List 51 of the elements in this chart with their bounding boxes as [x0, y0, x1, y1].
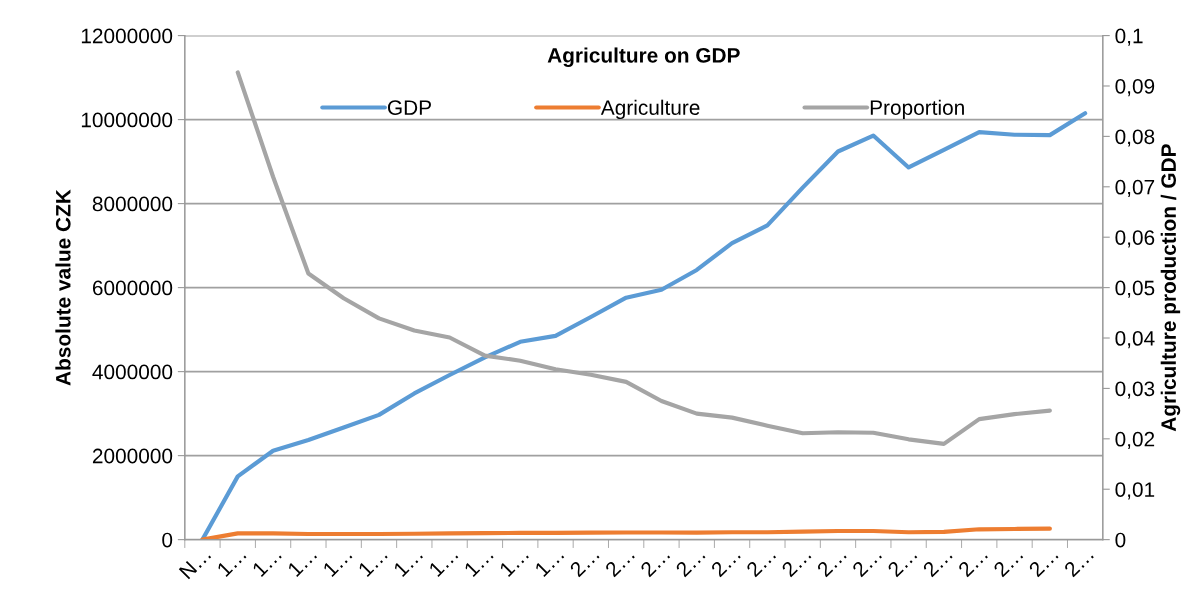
- x-tick-label: 1…: [287, 547, 318, 577]
- x-tick-label: 1…: [322, 547, 353, 577]
- x-tick-label: 1…: [251, 547, 282, 577]
- x-tick-label: 2…: [639, 546, 671, 578]
- y2-tick-label: 0,04: [1115, 331, 1155, 349]
- y2-axis-title: Agriculture production / GDP: [1160, 144, 1181, 432]
- x-tick-label: 2…: [886, 546, 918, 578]
- x-tick-label: 2…: [710, 546, 741, 578]
- y2-tick-label: 0,1: [1115, 28, 1143, 46]
- x-tick-label: 1…: [393, 547, 423, 577]
- x-tick-label: 2…: [851, 546, 882, 578]
- y-tick-label: 12000000: [81, 28, 173, 44]
- y-axis-title: Absolute value CZK: [55, 189, 71, 386]
- legend-label: Proportion: [870, 99, 964, 120]
- legend-label: GDP: [387, 100, 431, 115]
- y-tick-label: 4000000: [92, 364, 173, 380]
- y-tick-label: 10000000: [81, 112, 173, 128]
- y2-tick-label: 0,06: [1115, 230, 1155, 248]
- legend-label: Agriculture: [600, 99, 700, 120]
- x-tick-label: N…: [178, 547, 212, 580]
- x-tick-label: 2…: [992, 546, 1024, 578]
- x-tick-label: 2…: [957, 546, 988, 578]
- x-tick-label: 2…: [745, 546, 777, 578]
- line-series: [200, 526, 1052, 540]
- y-tick-label: 0: [162, 532, 173, 548]
- x-tick-label: 2…: [1063, 546, 1094, 578]
- x-tick-label: 2…: [674, 546, 706, 578]
- x-tick-label: 1…: [216, 547, 247, 577]
- x-tick-label: 2…: [1028, 546, 1059, 578]
- x-tick-label: 2…: [922, 546, 953, 578]
- x-tick-label: 1…: [428, 547, 459, 577]
- y-tick-label: 2000000: [92, 448, 173, 464]
- text: Agriculture on GDP: [547, 47, 740, 67]
- y2-tick-label: 0,07: [1115, 179, 1155, 198]
- y2-tick-label: 0,01: [1115, 482, 1155, 500]
- x-tick-label: 1…: [498, 547, 529, 577]
- y-tick-label: 8000000: [92, 196, 173, 212]
- y2-tick-label: 0,05: [1115, 280, 1155, 298]
- x-tick-label: 1…: [357, 547, 388, 577]
- x-tick-label: 1…: [463, 547, 494, 577]
- y2-tick-label: 0,09: [1115, 78, 1155, 97]
- y-tick-label: 6000000: [92, 280, 173, 296]
- x-tick-label: 2…: [569, 546, 600, 578]
- y2-tick-label: 0,08: [1115, 129, 1155, 147]
- x-tick-label: 2…: [780, 546, 812, 578]
- y2-tick-label: 0,02: [1115, 431, 1155, 450]
- y2-tick-label: 0,03: [1115, 381, 1155, 399]
- x-tick-label: 2…: [816, 546, 847, 578]
- y2-tick-label: 0: [1115, 532, 1126, 548]
- x-tick-label: 1…: [534, 547, 565, 577]
- x-tick-label: 2…: [604, 546, 635, 578]
